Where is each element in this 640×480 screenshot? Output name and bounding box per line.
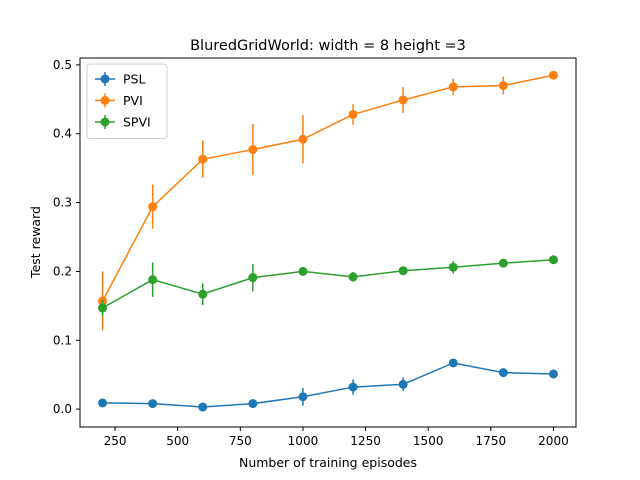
pvi-point [298, 134, 308, 144]
psl-point [348, 382, 358, 392]
y-tick-label: 0.5 [53, 58, 72, 72]
legend-item-spvi: SPVI [95, 115, 151, 130]
pvi-line [101, 74, 554, 302]
psl-point [498, 368, 508, 378]
psl-point [548, 369, 558, 379]
spvi-point [248, 273, 258, 283]
spvi-point [198, 289, 208, 299]
spvi-point [98, 303, 108, 313]
x-axis: 250 500 750 1000 1250 1500 1750 2000 [104, 427, 569, 448]
legend-label: PVI [123, 93, 143, 108]
y-axis-label: Test reward [28, 206, 43, 279]
y-axis: 0.0 0.1 0.2 0.3 0.4 0.5 [53, 58, 80, 416]
spvi-point [148, 275, 158, 285]
spvi-point [548, 255, 558, 265]
x-tick-label: 1500 [413, 434, 444, 448]
chart-title: BluredGridWorld: width = 8 height =3 [190, 38, 466, 54]
spvi-point [398, 266, 408, 276]
legend-label: SPVI [123, 115, 151, 130]
pvi-point [348, 109, 358, 119]
plot-area-frame [79, 57, 577, 428]
pvi-point [148, 202, 158, 212]
psl-point [298, 392, 308, 402]
pvi-point [548, 70, 558, 80]
spvi-point [448, 262, 458, 272]
psl-point [248, 399, 258, 409]
psl-point [448, 358, 458, 368]
spvi-line [102, 258, 554, 309]
psl-line [102, 362, 554, 408]
x-axis-label: Number of training episodes [239, 455, 417, 470]
legend-item-psl: PSL [95, 72, 145, 87]
spvi-point [498, 258, 508, 268]
legend-item-pvi: PVI [95, 93, 143, 108]
x-tick-label: 2000 [538, 434, 569, 448]
x-tick-label: 250 [104, 434, 127, 448]
legend: PSL PVI SPVI [86, 63, 168, 139]
pvi-point [198, 154, 208, 164]
pvi-point [398, 95, 408, 105]
series-layer [98, 70, 558, 412]
x-tick-label: 1250 [350, 434, 381, 448]
y-tick-label: 0.2 [53, 264, 72, 278]
pvi-point [248, 145, 258, 155]
psl-point [148, 399, 158, 409]
spvi-point [298, 266, 308, 276]
psl-point [198, 402, 208, 412]
y-tick-label: 0.3 [53, 196, 72, 210]
y-tick-label: 0.0 [53, 402, 72, 416]
psl-point [398, 379, 408, 389]
x-tick-label: 500 [166, 434, 189, 448]
legend-marker-swatch [100, 117, 110, 127]
series-spvi [98, 255, 558, 317]
x-tick-label: 750 [229, 434, 252, 448]
pvi-point [498, 81, 508, 91]
legend-marker-swatch [100, 74, 110, 84]
series-pvi [98, 70, 558, 331]
y-tick-label: 0.4 [53, 127, 72, 141]
x-tick-label: 1000 [288, 434, 319, 448]
x-tick-label: 1750 [476, 434, 507, 448]
legend-marker-swatch [100, 96, 110, 105]
legend-label: PSL [123, 72, 145, 87]
psl-point [98, 398, 108, 408]
y-tick-label: 0.1 [53, 333, 72, 347]
series-psl [98, 358, 558, 412]
pvi-point [448, 82, 458, 92]
spvi-point [348, 272, 358, 282]
